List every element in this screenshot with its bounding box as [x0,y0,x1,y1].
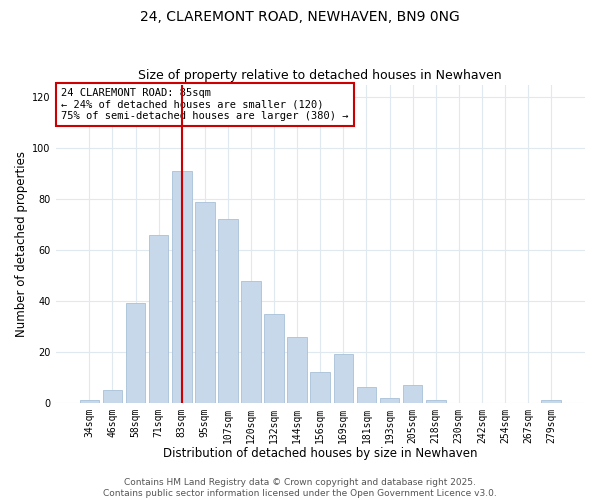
Text: 24, CLAREMONT ROAD, NEWHAVEN, BN9 0NG: 24, CLAREMONT ROAD, NEWHAVEN, BN9 0NG [140,10,460,24]
Bar [334,354,353,403]
Bar [380,398,400,402]
Bar [541,400,561,402]
Bar [103,390,122,402]
Bar [264,314,284,402]
Bar [195,202,215,402]
Title: Size of property relative to detached houses in Newhaven: Size of property relative to detached ho… [139,69,502,82]
Bar [126,304,145,402]
Bar [356,388,376,402]
Bar [80,400,99,402]
Text: 24 CLAREMONT ROAD: 85sqm
← 24% of detached houses are smaller (120)
75% of semi-: 24 CLAREMONT ROAD: 85sqm ← 24% of detach… [61,88,349,121]
Bar [403,385,422,402]
Text: Contains HM Land Registry data © Crown copyright and database right 2025.
Contai: Contains HM Land Registry data © Crown c… [103,478,497,498]
X-axis label: Distribution of detached houses by size in Newhaven: Distribution of detached houses by size … [163,447,478,460]
Y-axis label: Number of detached properties: Number of detached properties [15,150,28,336]
Bar [241,280,261,402]
Bar [310,372,330,402]
Bar [426,400,446,402]
Bar [218,220,238,402]
Bar [172,171,191,402]
Bar [287,336,307,402]
Bar [149,234,169,402]
